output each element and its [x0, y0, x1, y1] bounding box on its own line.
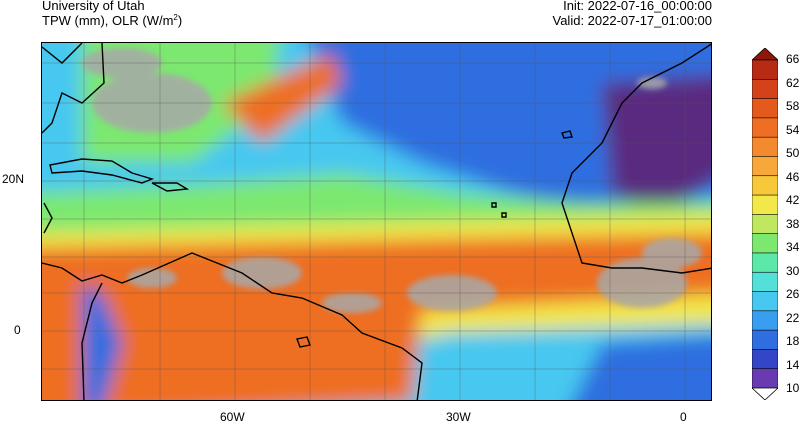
colorbar-band — [751, 194, 779, 216]
header-right: Init: 2022-07-16_00:00:00 Valid: 2022-07… — [553, 0, 713, 28]
colorbar-bottom-arrow — [750, 387, 780, 401]
colorbar-band — [751, 271, 779, 293]
lon-label-0: 0 — [680, 410, 687, 424]
colorbar-label: 18 — [786, 334, 800, 348]
colorbar-band — [751, 291, 779, 312]
colorbar-band — [751, 349, 779, 370]
tpw-field — [42, 43, 711, 400]
source-label: University of Utah — [42, 0, 145, 13]
colorbar-band — [751, 329, 779, 351]
colorbar-label: 10 — [786, 381, 800, 395]
colorbar-svg — [750, 47, 780, 401]
coastlines — [42, 43, 711, 400]
colorbar-band — [751, 156, 779, 177]
fields-sup: 2 — [173, 13, 178, 22]
colorbar-label: 58 — [786, 99, 800, 113]
colorbar-band — [751, 136, 779, 158]
lat-label-0: 0 — [14, 323, 21, 337]
fields-prefix: TPW (mm), OLR (W/m — [42, 13, 174, 28]
init-time: Init: 2022-07-16_00:00:00 — [563, 0, 712, 13]
header-left: University of Utah TPW (mm), OLR (W/m2) — [42, 0, 182, 28]
fields-suffix: ) — [177, 13, 183, 28]
colorbar-band — [751, 117, 779, 138]
colorbar-label: 66 — [786, 52, 800, 66]
colorbar-top-arrow — [750, 47, 780, 61]
colorbar-label: 62 — [786, 75, 800, 90]
colorbar-band — [751, 175, 779, 196]
colorbar-band — [751, 59, 779, 81]
map-panel — [41, 42, 712, 401]
colorbar-band — [751, 368, 779, 389]
valid-time: Valid: 2022-07-17_01:00:00 — [552, 13, 713, 28]
colorbar-band — [751, 252, 779, 274]
colorbar-label: 26 — [786, 287, 800, 301]
lat-label-20n: 20N — [2, 172, 25, 186]
colorbar — [750, 47, 780, 401]
fields-label: TPW (mm), OLR (W/m2) — [42, 13, 182, 28]
lon-label-30w: 30W — [446, 410, 471, 424]
colorbar-band — [751, 233, 779, 254]
colorbar-band — [751, 98, 779, 119]
colorbar-label: 50 — [786, 146, 800, 160]
colorbar-label: 42 — [786, 193, 800, 207]
colorbar-label: 14 — [786, 357, 800, 372]
colorbar-band — [751, 214, 779, 235]
colorbar-label: 30 — [786, 263, 800, 278]
colorbar-label: 34 — [786, 240, 800, 254]
colorbar-band — [751, 310, 779, 331]
colorbar-band — [751, 78, 779, 100]
lon-label-60w: 60W — [220, 410, 245, 424]
colorbar-label: 22 — [786, 310, 800, 325]
colorbar-label: 38 — [786, 216, 800, 231]
colorbar-label: 46 — [786, 169, 800, 184]
map-canvas — [42, 43, 711, 400]
colorbar-label: 54 — [786, 122, 800, 137]
